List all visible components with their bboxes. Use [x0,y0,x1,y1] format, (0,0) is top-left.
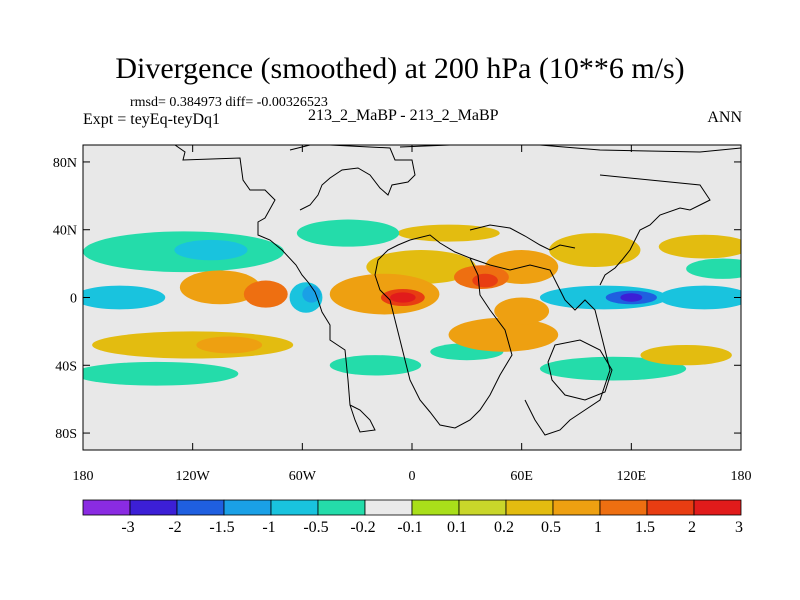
axis-ticks: 80N 40N 0 40S 80S 180 120W 60W 0 60E 120E 180 [53,145,752,484]
divergence-field [83,219,741,386]
field-blob-tropical-band-e [658,285,741,310]
colorbar-label: -2 [168,519,181,536]
colorbar-swatch [646,499,695,516]
lon-tick-label: 60E [510,469,533,484]
field-blob-north-atlantic-cold [296,219,400,247]
field-blob-warm-pool-peak [620,293,643,302]
colorbar-label: 0.2 [494,519,514,536]
experiment-label: Expt = teyEq-teyDq1 [83,111,220,128]
colorbar-label: 3 [735,519,743,536]
lat-tick-label: 0 [70,292,77,307]
colorbar-label: 0.1 [447,519,467,536]
field-blob-indian-ocean-s [448,317,559,352]
season-label: ANN [707,109,742,126]
field-blob-tropical-band-w [83,285,166,310]
colorbar-swatch [599,499,648,516]
plot-title: Divergence (smoothed) at 200 hPa (10**6 … [115,52,685,85]
colorbar-swatch [458,499,507,516]
lon-tick-label: 120E [617,469,647,484]
lat-tick-label: 40S [55,359,77,374]
colorbar-label: -0.5 [303,519,328,536]
lat-tick-label: 80N [53,156,77,171]
colorbar-label: -1.5 [209,519,234,536]
field-blob-south-pacific-band [92,331,294,359]
field-blob-east-pacific [243,280,288,308]
field-blob-china-warm [549,233,641,267]
colorbar-label: -0.1 [397,519,422,536]
field-blob-s-atlantic-cold [329,355,422,376]
colorbar-swatch [364,499,413,516]
field-blob-north-pacific-core [174,239,248,261]
colorbar-swatch [552,499,601,516]
colorbar-label: 1.5 [635,519,655,536]
colorbar-swatch [411,499,460,516]
colorbar: -3 -2 -1.5 -1 -0.5 -0.2 -0.1 0.1 0.2 0.5 1 1.5 2 3 [82,499,743,536]
lon-tick-label: 0 [409,469,416,484]
colorbar-label: 0.5 [541,519,561,536]
field-blob-gulf-core [390,292,416,303]
case-label: 213_2_MaBP - 213_2_MaBP [308,107,499,124]
field-blob-n-pacific-cold2 [686,258,741,279]
field-blob-arabia-core [472,273,498,288]
field-blob-southern-ocean-cold [83,361,239,386]
colorbar-label: -1 [262,519,275,536]
colorbar-label: -3 [121,519,134,536]
field-blob-southern-ocean-cold2 [539,356,687,381]
stats-label: rmsd= 0.384973 diff= -0.00326523 [130,95,328,110]
lon-tick-label: 180 [731,469,752,484]
colorbar-label: 2 [688,519,696,536]
colorbar-swatch [82,499,131,516]
colorbar-swatch [223,499,272,516]
colorbar-swatch [693,499,742,516]
field-blob-southern-ocean-warm [640,344,732,366]
field-blob-amazon-core [302,285,321,303]
field-blob-madagascar [494,297,550,325]
lat-tick-label: 80S [55,427,77,442]
colorbar-swatch [317,499,366,516]
colorbar-swatch [129,499,178,516]
colorbar-label: 1 [594,519,602,536]
colorbar-label: -0.2 [350,519,375,536]
field-blob-mexico-high [179,270,261,305]
colorbar-swatch [505,499,554,516]
field-blob-n-pacific-warm [658,234,741,259]
field-blob-south-pacific-core [196,336,263,354]
colorbar-swatch [176,499,225,516]
colorbar-swatch [270,499,319,516]
lon-tick-label: 60W [289,469,317,484]
lon-tick-label: 180 [73,469,94,484]
lon-tick-label: 120W [176,469,211,484]
lat-tick-label: 40N [53,224,77,239]
